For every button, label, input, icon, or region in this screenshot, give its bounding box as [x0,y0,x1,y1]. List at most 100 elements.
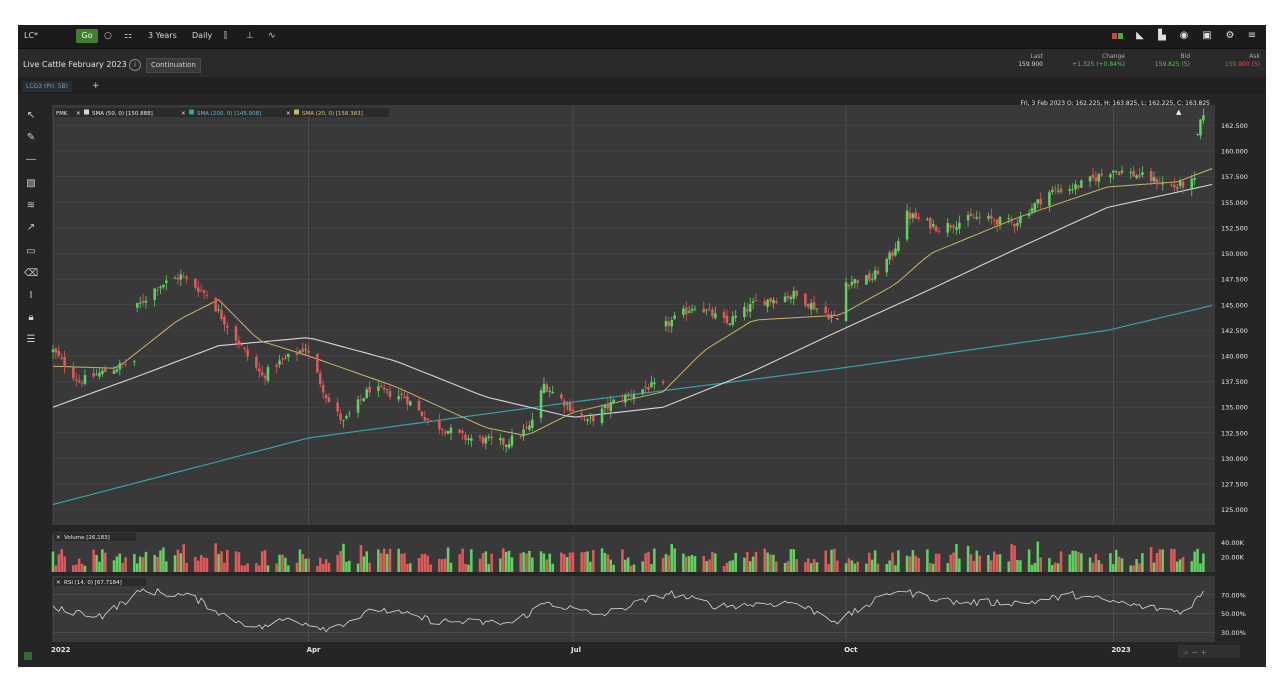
candle [929,216,932,234]
volume-bar [141,557,145,572]
volume-bar [1030,564,1034,572]
legend-close-icon[interactable]: ✕ [181,111,186,117]
zoom-controls[interactable]: ⌕ − + [1178,645,1240,658]
candle-body [978,216,981,218]
rectangle-icon[interactable]: ▭ [26,246,36,257]
pen-icon[interactable]: ✎ [26,132,36,143]
channel-icon[interactable]: ▧ [26,178,36,189]
candle-body [124,364,127,365]
volume-bar [746,552,749,572]
settings-icon[interactable]: ⚙ [1225,30,1235,41]
volume-bar [263,550,267,572]
sma200-line [52,304,1213,506]
candle-body [397,396,400,400]
candle-body [990,215,993,219]
candle-body [1190,178,1194,190]
candle-body [199,290,203,292]
candle [1141,165,1144,179]
sma200-path [52,304,1213,506]
candle-body [525,427,528,429]
candle-body [833,314,836,317]
legend-close-icon[interactable]: ✕ [56,580,61,586]
legend-close-icon[interactable]: ✕ [286,111,291,117]
symbol-input[interactable]: LC* [24,31,39,40]
legend-sma50[interactable]: SMA (50, 0) [150.888] [92,111,153,117]
candle [196,280,200,297]
volume-bar [539,551,543,572]
drawing-tool-icon[interactable]: ⊥ [246,31,254,41]
volume-bar [98,561,101,572]
price-panel[interactable] [53,105,1215,525]
volume-bar [1013,545,1016,572]
volume-bar [783,563,787,572]
legend-volume[interactable]: Volume [26,183] [64,535,110,541]
candle-body [458,429,461,433]
range-selector[interactable]: 3 Years [148,31,177,40]
candle [824,301,827,315]
interval-selector[interactable]: Daily [192,31,213,40]
cursor-icon[interactable]: ↖ [26,110,36,121]
rsi-panel[interactable] [53,576,1215,642]
info-icon[interactable]: i [129,59,141,71]
zoom-icon[interactable]: ⌕ − + [1184,648,1207,657]
candle-body [1114,170,1118,172]
legend-rsi[interactable]: RSI (14, 0) [67.7184] [64,580,122,586]
volume-bar [786,561,790,572]
candle-body [763,301,766,306]
indicator-icon[interactable]: ∿ [268,31,276,41]
color-palette-icon[interactable] [1112,30,1124,42]
horizontal-line-icon[interactable]: ― [26,154,36,165]
currency-icon[interactable]: ◉ [1179,30,1189,41]
candle-body [1033,203,1037,211]
price-tick-label: 152.500 [1221,224,1248,232]
candle-body [380,385,383,388]
candle-body [144,300,148,303]
continuation-button[interactable]: Continuation [146,58,201,73]
legend-sma200[interactable]: SMA (200, 0) [145.008] [197,111,261,117]
rsi-tick-label: 70.00% [1221,591,1246,599]
candle [409,400,412,406]
go-button[interactable]: Go [76,29,98,43]
candle-body [104,368,107,373]
fibonacci-icon[interactable]: ≋ [26,200,36,211]
add-tab-button[interactable]: + [92,81,100,91]
tab-lcg3[interactable]: LCG3 (Pri. 5B) [22,81,72,92]
candle [766,298,769,313]
candle-body [339,413,342,421]
legend-close-icon[interactable]: ✕ [56,535,61,541]
volume-bar [397,548,400,572]
chart-type-icon[interactable]: ⚏ [124,31,133,41]
candle-body [115,369,119,372]
bookmark-icon[interactable]: ◣ [1136,30,1144,41]
save-icon[interactable]: ▣ [1202,30,1212,41]
trendline-icon[interactable]: ↗ [26,222,36,233]
lock-icon[interactable]: 🔒︎ [28,312,34,323]
candle [63,350,66,374]
candle [420,410,424,418]
volume-bar [63,556,66,572]
bar-chart-icon[interactable]: ▙ [1158,30,1166,41]
volume-bar [316,565,319,572]
volume-bar [975,550,979,572]
legend-sma20[interactable]: SMA (20, 0) [158.383] [302,111,363,117]
eraser-icon[interactable]: ⌫ [24,268,39,279]
menu-icon[interactable]: ≡ [1247,30,1257,41]
text-tool-icon[interactable]: I [29,290,33,301]
volume-bar [612,564,615,572]
legend-close-icon[interactable]: ✕ [76,111,81,117]
volume-bar [687,556,691,572]
candlestick-icon[interactable]: ⫿ [224,31,227,41]
list-icon[interactable]: ☰ [26,334,36,345]
volume-bar [830,549,833,572]
candle [467,434,470,445]
volume-bar [118,553,122,572]
chart-canvas[interactable]: 162.500 160.000 157.500 155.000 152.500 150.0… [18,25,1266,667]
circle-icon[interactable]: ○ [104,31,112,41]
candle [958,215,961,235]
volume-bar [812,559,816,572]
candle [1056,184,1060,195]
candle-body [162,284,165,288]
volume-legend: ✕ Volume [26,183] [54,533,136,541]
volume-bar [949,554,952,572]
volume-bar [926,549,929,572]
